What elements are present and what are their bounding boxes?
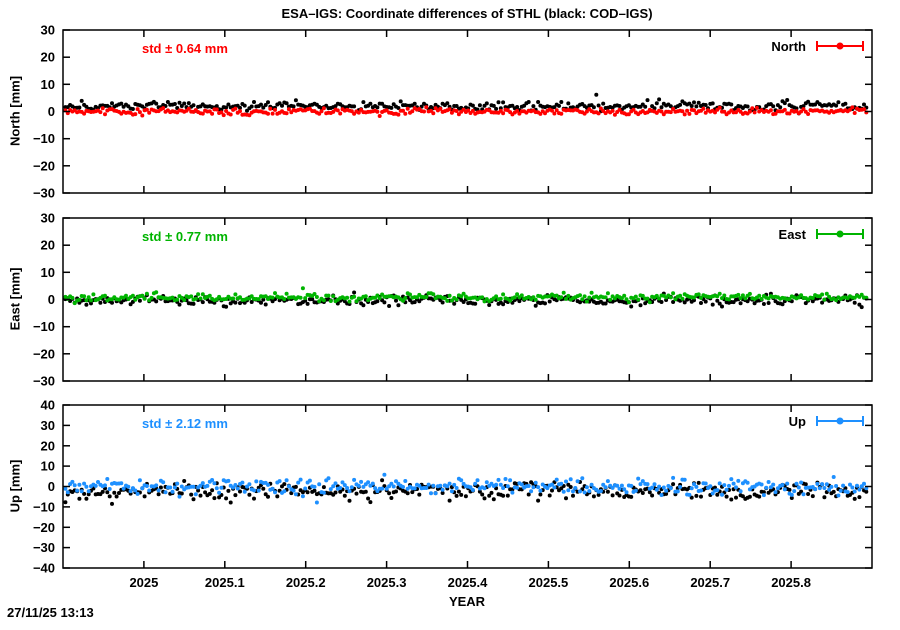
y-tick-label: −30: [33, 374, 55, 389]
timestamp: 27/11/25 13:13: [7, 605, 94, 620]
chart-title: ESA–IGS: Coordinate differences of STHL …: [281, 6, 653, 21]
y-tick-label: 20: [41, 50, 55, 65]
legend-label-east: East: [778, 226, 806, 242]
series-east-1: [63, 286, 869, 306]
y-tick-label: 40: [41, 398, 55, 413]
y-tick-label: 0: [48, 292, 55, 307]
x-tick-label: 2025.6: [609, 575, 649, 590]
y-tick-label: 10: [41, 77, 55, 92]
y-tick-label: −10: [33, 319, 55, 334]
x-tick-label: 2025.3: [367, 575, 407, 590]
std-annotation-up: std ± 2.12 mm: [142, 416, 228, 431]
legend-east: East: [779, 227, 867, 241]
y-tick-label: −30: [33, 186, 55, 201]
y-tick-label: 20: [41, 238, 55, 253]
legend-errorbar-glyph-north: [816, 41, 864, 51]
y-axis-label-up: Up [mm]: [7, 459, 23, 513]
y-tick-label: −20: [33, 158, 55, 173]
y-axis-label-north: North [mm]: [7, 75, 23, 147]
y-tick-label: 0: [48, 479, 55, 494]
y-tick-label: 30: [41, 418, 55, 433]
panel-north: 30 20 10 0 −10 −20 −30: [33, 23, 873, 201]
panel-east: 30 20 10 0 −10 −20 −30: [33, 211, 873, 389]
legend-errorbar-glyph-east: [816, 229, 864, 239]
y-tick-label: 20: [41, 438, 55, 453]
x-tick-label: 2025.4: [448, 575, 489, 590]
legend-errorbar-glyph-up: [816, 416, 864, 426]
x-tick-label: 2025.7: [690, 575, 730, 590]
y-tick-label: 10: [41, 459, 55, 474]
x-tick-label: 2025.2: [286, 575, 326, 590]
y-tick-label: −30: [33, 540, 55, 555]
y-tick-label: 10: [41, 265, 55, 280]
legend-north: North: [771, 39, 867, 53]
legend-up: Up: [789, 414, 867, 428]
std-annotation-north: std ± 0.64 mm: [142, 41, 228, 56]
series-north-1: [63, 105, 869, 118]
x-tick-label: 2025.5: [529, 575, 569, 590]
x-tick-label: 2025.1: [205, 575, 245, 590]
y-tick-label: −20: [33, 520, 55, 535]
x-tick-label: 2025: [129, 575, 158, 590]
x-axis-label: YEAR: [448, 594, 486, 609]
y-tick-label: 0: [48, 104, 55, 119]
x-tick-label: 2025.8: [771, 575, 811, 590]
series-up-1: [63, 472, 869, 505]
y-tick-label: −10: [33, 499, 55, 514]
std-annotation-east: std ± 0.77 mm: [142, 229, 228, 244]
y-tick-label: 30: [41, 23, 55, 38]
y-tick-label: −40: [33, 561, 55, 576]
y-tick-label: −10: [33, 131, 55, 146]
y-tick-label: −20: [33, 346, 55, 361]
y-axis-label-east: East [mm]: [7, 267, 23, 331]
legend-label-up: Up: [788, 413, 806, 429]
y-tick-label: 30: [41, 211, 55, 226]
legend-label-north: North: [771, 38, 806, 54]
panel-up: 40 30 20 10 0 −10 −20 −30 −40 2025 2025.1 2025.2 202…: [33, 398, 873, 590]
